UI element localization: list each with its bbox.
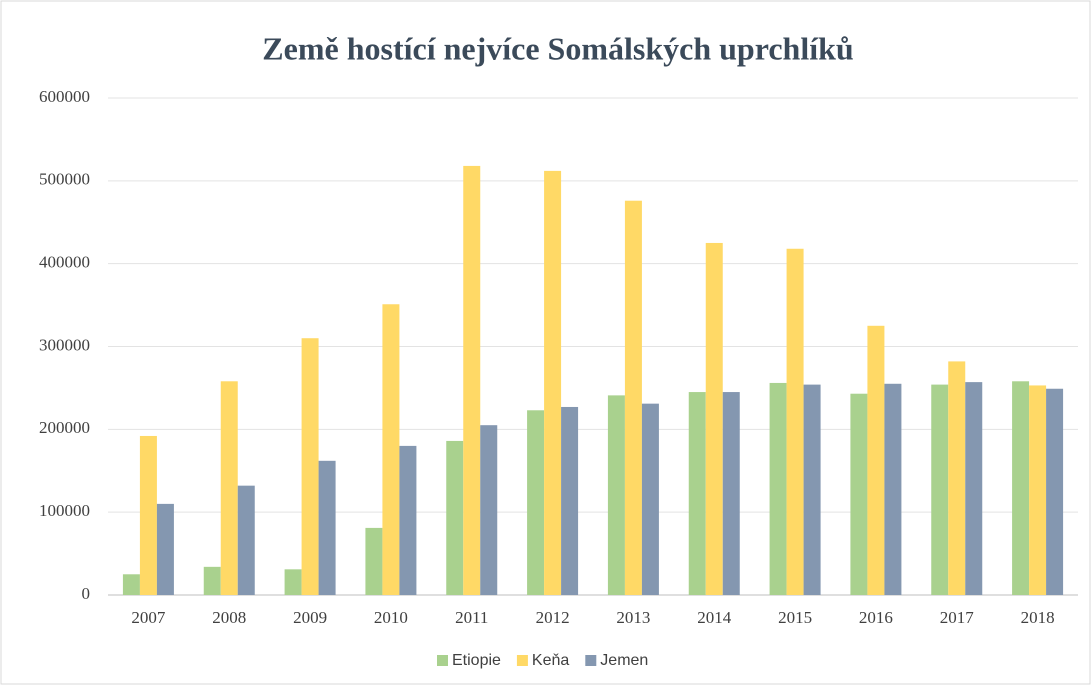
- bar: [365, 527, 383, 595]
- bar: [607, 395, 625, 595]
- y-tick-label: 0: [82, 584, 91, 603]
- x-tick-label: 2007: [131, 608, 166, 627]
- bar: [156, 503, 174, 595]
- y-tick-label: 400000: [39, 253, 90, 272]
- chart-title: Země hostící nejvíce Somálských uprchlík…: [262, 30, 853, 66]
- bar: [561, 406, 579, 595]
- x-tick-label: 2013: [616, 608, 650, 627]
- bar: [527, 410, 545, 595]
- legend-swatch: [437, 655, 448, 666]
- bar: [1029, 385, 1047, 595]
- bar: [965, 382, 983, 595]
- bar: [139, 435, 157, 595]
- legend-label: Etiopie: [452, 652, 501, 669]
- bar: [463, 165, 481, 595]
- bar: [705, 242, 723, 596]
- x-tick-label: 2012: [536, 608, 570, 627]
- legend-label: Keňa: [532, 652, 569, 669]
- y-tick-label: 500000: [39, 170, 90, 189]
- bar: [399, 445, 417, 595]
- bar: [284, 569, 302, 595]
- x-tick-label: 2014: [697, 608, 732, 627]
- bar: [301, 338, 319, 595]
- bar: [722, 392, 740, 595]
- legend-swatch: [585, 655, 597, 666]
- bar: [884, 383, 902, 595]
- bar: [688, 392, 706, 595]
- x-tick-label: 2008: [212, 608, 246, 627]
- bar: [948, 361, 966, 595]
- bar: [786, 248, 804, 596]
- bar: [544, 170, 562, 596]
- bar: [931, 384, 949, 595]
- bar: [803, 384, 821, 595]
- y-tick-label: 100000: [39, 501, 90, 520]
- x-tick-label: 2009: [293, 608, 327, 627]
- x-tick-label: 2010: [374, 608, 408, 627]
- x-tick-label: 2015: [778, 608, 812, 627]
- legend-label: Jemen: [600, 652, 648, 669]
- bar: [203, 566, 221, 595]
- bar: [641, 403, 659, 595]
- y-tick-label: 300000: [39, 335, 90, 354]
- legend-swatch: [516, 655, 528, 666]
- bar: [382, 304, 400, 595]
- bar: [850, 393, 868, 595]
- bar: [237, 485, 255, 595]
- bar: [122, 574, 140, 595]
- bar: [769, 382, 787, 595]
- bar: [867, 325, 885, 595]
- bar: [1046, 388, 1064, 595]
- y-tick-label: 200000: [39, 418, 90, 437]
- bar: [624, 200, 642, 596]
- bar: [1012, 381, 1030, 595]
- y-tick-label: 600000: [39, 87, 90, 106]
- x-tick-label: 2011: [455, 608, 488, 627]
- x-tick-label: 2016: [859, 608, 893, 627]
- bar: [480, 425, 498, 595]
- x-tick-label: 2018: [1021, 608, 1055, 627]
- bar: [318, 460, 336, 595]
- x-tick-label: 2017: [940, 608, 975, 627]
- bar: [446, 440, 464, 595]
- bar: [220, 381, 238, 595]
